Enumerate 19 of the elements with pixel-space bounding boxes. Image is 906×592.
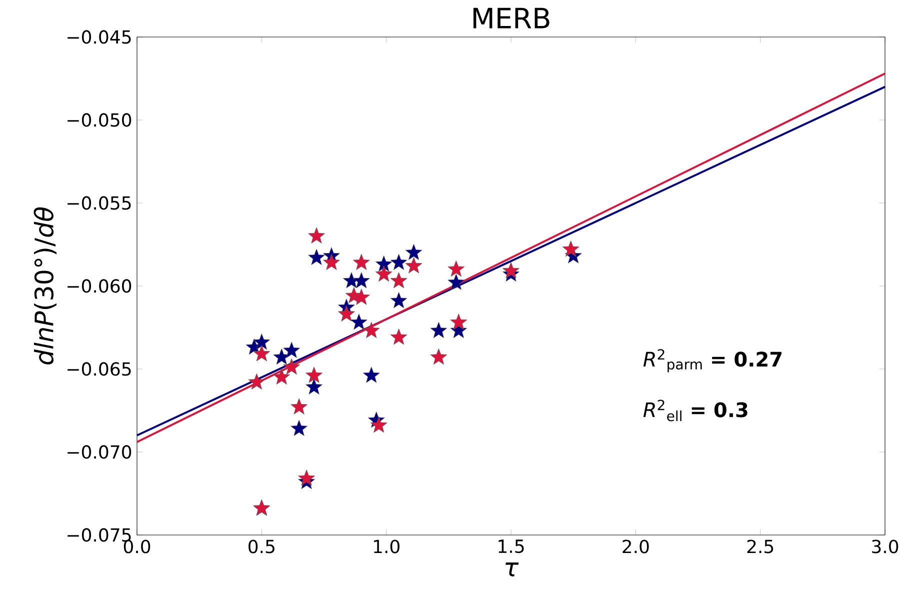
- x-tick-label: 2.0: [622, 540, 649, 554]
- x-tick-label: 1.5: [498, 540, 524, 554]
- annotation: R$^{2}$$_{parm}$ = 0.27: [643, 349, 782, 372]
- y-tick-label: −0.070: [68, 445, 132, 459]
- x-axis-title: τ: [506, 562, 519, 576]
- y-tick-label: −0.075: [68, 528, 131, 542]
- x-tick-label: 3.0: [872, 540, 898, 554]
- x-tick-label: 0.5: [248, 540, 274, 554]
- x-tick-label: 1.0: [374, 540, 400, 554]
- y-tick-label: −0.055: [68, 196, 131, 210]
- y-tick-label: −0.045: [68, 30, 131, 44]
- annotation: R$^{2}$$_{ell}$ = 0.3: [643, 400, 748, 422]
- y-tick-label: −0.060: [68, 279, 132, 293]
- chart-title: MERB: [473, 8, 550, 28]
- y-tick-label: −0.050: [68, 113, 132, 127]
- y-axis-title: dlnP(30°)/dθ: [34, 207, 57, 364]
- x-tick-label: 2.5: [747, 540, 774, 554]
- y-tick-label: −0.065: [68, 362, 131, 376]
- x-tick-label: 0.0: [124, 540, 150, 554]
